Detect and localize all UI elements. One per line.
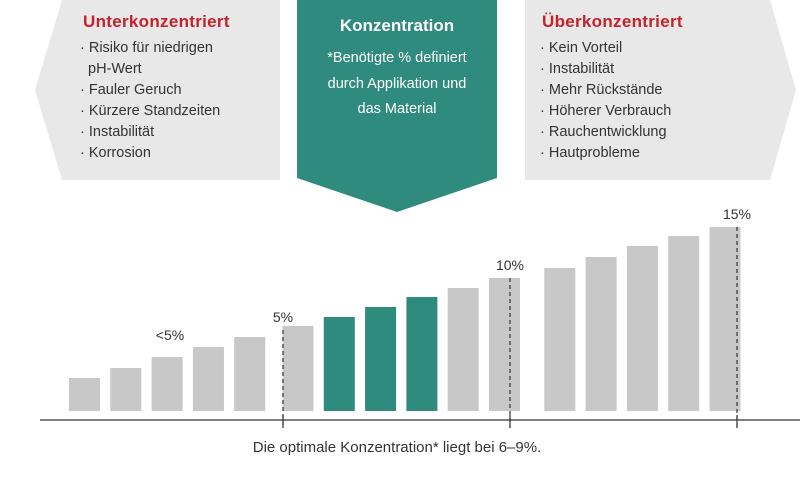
list-item-text: Korrosion [88, 145, 151, 161]
list-item: Höherer Verbrauch [540, 101, 672, 122]
center-title: Konzentration [339, 16, 455, 35]
center-line-text: *Benötigte % definiert [327, 50, 467, 66]
list-item-text: Fauler Geruch [88, 82, 182, 98]
center-arrow [297, 0, 497, 212]
list-item-text: Kein Vorteil [548, 40, 623, 56]
annotation: 15% [723, 206, 751, 222]
annotation: 10% [496, 257, 524, 273]
list-item-text: Instabilität [548, 61, 615, 77]
bar [544, 268, 576, 411]
list-item: Korrosion [80, 143, 220, 164]
list-item: Mehr Rückstände [540, 80, 671, 101]
center-line: das Material [297, 97, 497, 123]
list-item: Rauchentwicklung [540, 122, 671, 143]
bar [234, 337, 266, 411]
bar [151, 357, 183, 411]
bar [668, 236, 700, 411]
bar [585, 257, 617, 411]
bar [110, 368, 142, 411]
list-item-text: pH-Wert [88, 61, 142, 77]
list-item-text: Höherer Verbrauch [548, 103, 672, 119]
list-item-text: Mehr Rückstände [548, 82, 663, 98]
bar [447, 288, 479, 411]
center-line: *Benötigte % definiert [297, 46, 497, 72]
list-item: Kein Vorteil [540, 38, 671, 59]
center-text: *Benötigte % definiert durch Applikation … [297, 46, 497, 123]
annotation: <5% [156, 327, 184, 343]
left-title: Unterkonzentriert [83, 12, 230, 31]
bar [323, 317, 355, 411]
bar [626, 246, 658, 411]
list-item: Risiko für niedrigen pH-Wert [80, 38, 220, 80]
bar [282, 326, 314, 411]
bar [489, 278, 520, 411]
list-item: Kürzere Standzeiten [80, 101, 220, 122]
left-list: Risiko für niedrigen pH-Wert Fauler Geruch… [80, 38, 220, 164]
list-item-text: Risiko für niedrigen [88, 40, 213, 56]
center-line: durch Applikation und [297, 72, 497, 98]
right-title: Überkonzentriert [542, 12, 683, 31]
annotation: 5% [273, 309, 293, 325]
bar [709, 227, 741, 411]
center-line-text: durch Applikation und [327, 75, 467, 92]
list-item: Fauler Geruch [80, 80, 220, 101]
bar [365, 307, 397, 411]
list-item: Instabilität [80, 122, 220, 143]
caption: Die optimale Konzentration* liegt bei 6–… [253, 439, 542, 456]
list-item-text: Kürzere Standzeiten [88, 103, 221, 119]
list-item-text: Hautprobleme [548, 145, 640, 161]
list-item-text: Rauchentwicklung [548, 124, 667, 140]
bar [406, 297, 438, 411]
bar [192, 347, 224, 411]
list-item: Hautprobleme [540, 143, 671, 164]
bar [69, 378, 100, 411]
list-item-text: Instabilität [88, 124, 155, 140]
right-list: Kein Vorteil Instabilität Mehr Rückstände H… [540, 38, 672, 164]
center-line-text: das Material [357, 101, 437, 117]
list-item: Instabilität [540, 59, 671, 80]
